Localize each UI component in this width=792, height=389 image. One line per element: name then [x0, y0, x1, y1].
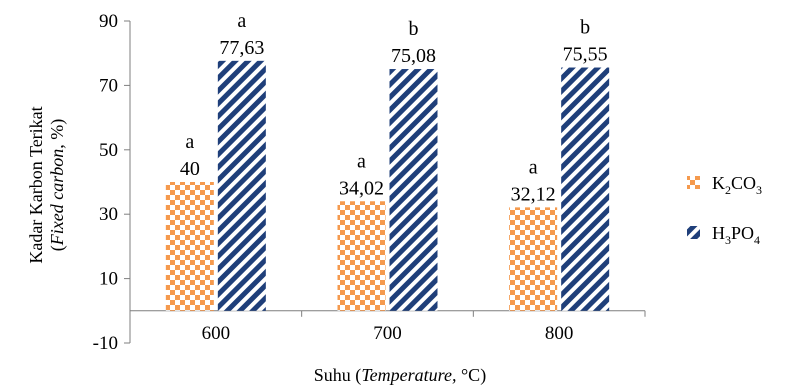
- legend-label-h3po4: H3PO4: [712, 223, 760, 247]
- bar-k2co3-600: [165, 182, 214, 311]
- significance-letter: a: [357, 150, 366, 172]
- legend-item-k2co3: K2CO3: [687, 173, 762, 197]
- legend-swatch-k2co3: [687, 176, 700, 189]
- y-axis-title-close: , %): [47, 119, 68, 149]
- y-tick-label: 50: [99, 140, 118, 161]
- x-axis: 600 700 800: [129, 310, 646, 344]
- bar-k2co3-800: [509, 207, 558, 311]
- bar-h3po4-800: [561, 67, 610, 311]
- x-axis-title-suffix: °C): [456, 365, 486, 386]
- data-label: 40: [180, 158, 200, 180]
- y-axis-title-italic: Fixed carbon: [47, 149, 67, 246]
- significance-letter: a: [185, 131, 194, 153]
- bar-k2co3-700: [337, 201, 386, 311]
- x-tick-label: 600: [202, 323, 231, 344]
- data-label: 32,12: [511, 183, 556, 205]
- y-axis-title-unit: (Fixed carbon, %): [47, 119, 68, 251]
- data-label: 77,63: [219, 37, 264, 59]
- y-tick-label: -10: [93, 333, 118, 354]
- data-label: 75,55: [563, 44, 608, 66]
- x-axis-title-italic: Temperature,: [361, 365, 456, 385]
- legend-label-k2co3: K2CO3: [712, 173, 762, 197]
- significance-letter: a: [529, 156, 538, 178]
- y-tick-label: 90: [99, 11, 118, 32]
- y-tick-label: 70: [99, 75, 118, 96]
- significance-letter: b: [580, 17, 590, 39]
- x-axis-title-prefix: Suhu (: [314, 365, 362, 386]
- y-tick-label: 10: [99, 269, 118, 290]
- significance-letter: a: [237, 10, 246, 32]
- y-tick-label: 30: [99, 204, 118, 225]
- legend-swatch-h3po4: [687, 226, 700, 239]
- bar-h3po4-600: [217, 60, 266, 311]
- bars: [165, 60, 610, 311]
- legend: K2CO3 H3PO4: [687, 173, 762, 247]
- y-axis-title-open: (: [47, 245, 68, 251]
- data-labels: 40 a 34,02 a 32,12 a 77,63 a 75,08 b 75,55 b: [180, 10, 608, 206]
- data-label: 34,02: [339, 177, 384, 199]
- x-axis-title: Suhu (Temperature, °C): [314, 365, 486, 386]
- data-label: 75,08: [391, 45, 436, 67]
- bar-h3po4-700: [389, 69, 438, 311]
- y-axis-title: Kadar Karbon Terikat: [26, 106, 46, 263]
- legend-item-h3po4: H3PO4: [687, 223, 760, 247]
- x-tick-label: 700: [373, 323, 402, 344]
- y-axis: -10 10 30 50 70 90: [93, 11, 131, 354]
- x-tick-label: 800: [545, 323, 574, 344]
- significance-letter: b: [409, 18, 419, 40]
